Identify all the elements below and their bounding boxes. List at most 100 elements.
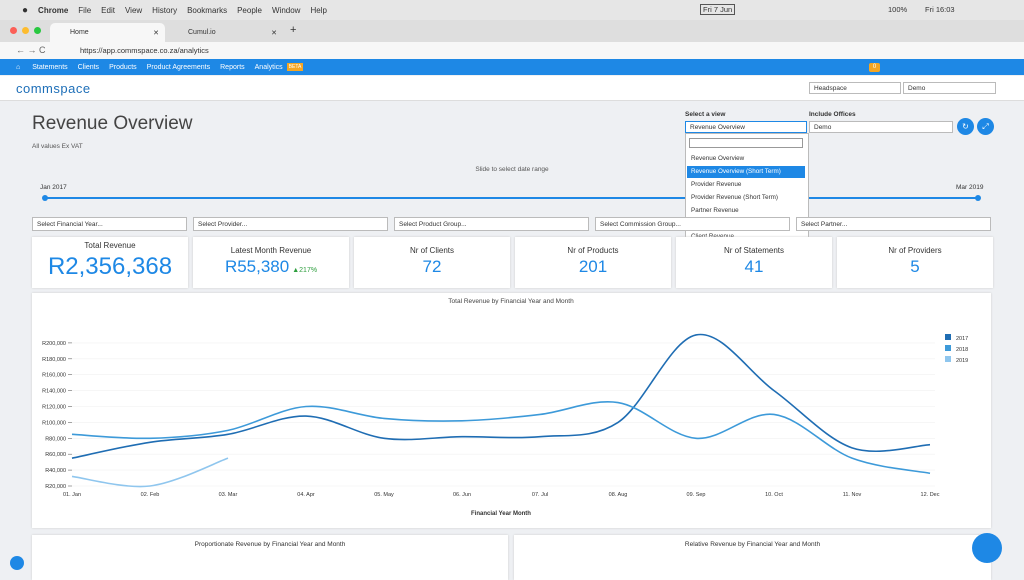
kpi-card: Latest Month Revenue R55,380 ▲217% — [193, 237, 349, 288]
y-tick-label: R100,000 — [42, 420, 66, 426]
dropdown-option[interactable]: Revenue Overview (Short Term) — [687, 166, 805, 178]
menu-item[interactable]: View — [124, 5, 143, 15]
min-dot[interactable] — [22, 27, 29, 34]
legend-label: 2019 — [956, 358, 968, 364]
y-tick-label: R120,000 — [42, 405, 66, 411]
help-button[interactable] — [10, 556, 24, 570]
url[interactable]: https://app.commspace.co.za/analytics — [80, 46, 209, 55]
filter-select[interactable]: Select Product Group... — [394, 217, 589, 231]
badge: 0 — [869, 63, 880, 72]
filter-select[interactable]: Select Financial Year... — [32, 217, 187, 231]
menu-item[interactable]: History — [152, 5, 178, 15]
kpi-number: 41 — [744, 257, 764, 276]
y-tick-label: R80,000 — [45, 436, 66, 442]
filter-select[interactable]: Select Partner... — [796, 217, 991, 231]
panel-title: Relative Revenue by Financial Year and M… — [684, 541, 821, 548]
expand-button[interactable]: ⤢ — [977, 118, 994, 135]
search-input[interactable] — [689, 138, 803, 148]
filter-select[interactable]: Select Commission Group... — [595, 217, 790, 231]
menu-item[interactable]: Window — [272, 5, 301, 15]
apple-icon[interactable]: ● — [22, 4, 29, 16]
nav-buttons[interactable]: ← → C — [16, 45, 46, 55]
y-tick-label: R180,000 — [42, 357, 66, 363]
dropdown-option[interactable]: Partner Revenue — [691, 207, 739, 214]
select[interactable]: Headspace — [809, 82, 901, 94]
logo[interactable]: commspace — [16, 81, 91, 96]
kpi-number: 5 — [910, 257, 920, 276]
menu-item[interactable]: Chrome — [38, 5, 69, 15]
offices-label: Include Offices — [809, 111, 856, 118]
y-tick-label: R20,000 — [45, 484, 66, 490]
battery: 100% — [888, 5, 908, 14]
menu-item[interactable]: File — [78, 5, 92, 15]
max-dot[interactable] — [34, 27, 41, 34]
menu-item[interactable]: Help — [310, 5, 327, 15]
x-tick-label: 03. Mar — [219, 492, 238, 498]
kpi-card: Nr of Providers 5 — [837, 237, 993, 288]
slider-label: Slide to select date range — [475, 166, 549, 173]
x-tick-label: 09. Sep — [687, 492, 706, 498]
x-tick-label: 12. Dec — [921, 492, 940, 498]
dropdown-option[interactable]: Revenue Overview — [691, 155, 745, 162]
home-icon[interactable]: ⌂ — [16, 63, 21, 71]
kpi-value: R2,356,368 — [32, 253, 188, 281]
kpi-change: ▲217% — [292, 267, 318, 274]
chart-title: Total Revenue by Financial Year and Mont… — [448, 298, 574, 305]
nav-item[interactable]: Analytics — [254, 63, 283, 71]
legend-swatch — [945, 334, 951, 340]
select[interactable]: Demo — [903, 82, 996, 94]
close-dot[interactable] — [10, 27, 17, 34]
legend-swatch — [945, 345, 951, 351]
chart-panel: Total Revenue by Financial Year and Mont… — [32, 293, 991, 528]
nav-item[interactable]: Statements — [32, 63, 68, 71]
kpi-card: Nr of Products 201 — [515, 237, 671, 288]
x-axis-label: Financial Year Month — [471, 511, 531, 517]
x-tick-label: 02. Feb — [141, 492, 160, 498]
menu-item[interactable]: Edit — [101, 5, 115, 15]
filter-select[interactable]: Select Provider... — [193, 217, 388, 231]
view-select[interactable]: Revenue Overview — [685, 121, 807, 133]
nav-item[interactable]: Clients — [77, 63, 100, 71]
x-tick-label: 05. May — [374, 492, 394, 498]
slider-handle[interactable] — [975, 195, 981, 201]
line-series — [71, 457, 229, 488]
dropdown-option[interactable]: Provider Revenue — [691, 181, 742, 188]
dropdown-option[interactable]: Provider Revenue (Short Term) — [691, 194, 779, 201]
kpi-card: Total Revenue R2,356,368 — [32, 237, 188, 288]
kpi-value: R55,380 ▲217% — [193, 257, 349, 277]
date: Fri 7 Jun — [700, 4, 736, 15]
menu-item[interactable]: Bookmarks — [187, 5, 228, 15]
menu-item[interactable]: People — [237, 5, 262, 15]
kpi-label: Nr of Products — [567, 246, 619, 255]
x-tick-label: 04. Apr — [297, 492, 315, 498]
bottom-panel: Relative Revenue by Financial Year and M… — [514, 535, 991, 580]
x-tick-label: 06. Jun — [453, 492, 471, 498]
line-series — [71, 333, 931, 459]
tab[interactable]: Home ✕ — [50, 23, 165, 42]
dropdown-option[interactable]: Client Revenue — [687, 231, 805, 243]
tab[interactable]: Cumul.io ✕ — [188, 29, 277, 37]
page-title: Revenue Overview — [32, 113, 193, 134]
new-tab[interactable]: + — [290, 24, 297, 36]
slider-handle[interactable] — [42, 195, 48, 201]
status-date: Fri 7 Jun — [700, 4, 736, 15]
slider-start: Jan 2017 — [40, 184, 67, 191]
y-tick-label: R160,000 — [42, 373, 66, 379]
nav-item[interactable]: Products — [109, 63, 137, 71]
y-tick-label: R40,000 — [45, 468, 66, 474]
x-tick-label: 11. Nov — [843, 492, 862, 498]
kpi-label: Nr of Providers — [888, 246, 942, 255]
nav-item[interactable]: Reports — [220, 63, 245, 71]
chat-button[interactable] — [972, 533, 1002, 563]
nav-item[interactable]: Product Agreements — [146, 63, 211, 71]
clock: Fri 16:03 — [925, 5, 955, 14]
refresh-button[interactable]: ↻ — [957, 118, 974, 135]
menu-bar: ● Chrome File Edit View History Bookmarks Peop… — [0, 0, 1024, 20]
kpi-number: R2,356,368 — [47, 253, 173, 280]
view-label: Select a view — [685, 111, 726, 118]
offices-select[interactable]: Demo — [809, 121, 953, 133]
y-tick-label: R140,000 — [42, 389, 66, 395]
slider-track[interactable] — [45, 197, 978, 199]
legend-swatch — [945, 356, 951, 362]
